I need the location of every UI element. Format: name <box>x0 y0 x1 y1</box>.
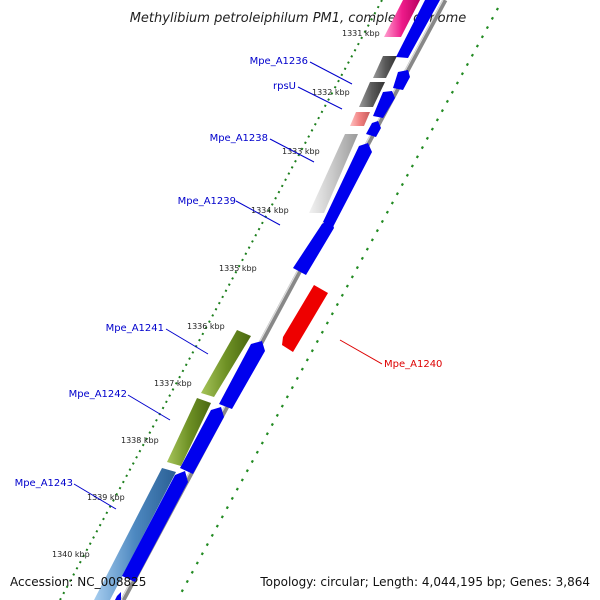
gene-label-Mpe_A1243[interactable]: Mpe_A1243 <box>15 478 73 489</box>
map-title: Methylibium petroleiphilum PM1, complete… <box>130 11 467 26</box>
tick-label: 1338 kbp <box>121 436 159 445</box>
tick-label: 1340 kbp <box>52 550 90 559</box>
tick-label: 1339 kbp <box>87 493 125 502</box>
tick-label: 1332 kbp <box>312 88 350 97</box>
gene-label-Mpe_A1240[interactable]: Mpe_A1240 <box>384 359 442 370</box>
tick-label: 1331 kbp <box>342 29 380 38</box>
tick-label: 1334 kbp <box>251 206 289 215</box>
position-axis <box>59 0 383 600</box>
gene-label-Mpe_A1242[interactable]: Mpe_A1242 <box>69 389 127 400</box>
cog-colored-genes <box>94 0 420 600</box>
gene-label-Mpe_A1241[interactable]: Mpe_A1241 <box>106 323 164 334</box>
reverse-cds-Mpe_A1240 <box>282 285 328 352</box>
forward-cds-track <box>115 0 440 600</box>
gene-labels: Mpe_A1236 rpsU Mpe_A1238 Mpe_A1239 Mpe_A… <box>15 56 443 489</box>
accession-text: Accession: NC_008825 <box>10 575 147 589</box>
tick-label: 1333 kbp <box>282 147 320 156</box>
tick-label: 1337 kbp <box>154 379 192 388</box>
gene-label-Mpe_A1238[interactable]: Mpe_A1238 <box>210 133 268 144</box>
gene-leader-lines <box>73 61 383 510</box>
gene-label-Mpe_A1239[interactable]: Mpe_A1239 <box>178 196 236 207</box>
tick-label: 1336 kbp <box>187 322 225 331</box>
gene-label-rpsU[interactable]: rpsU <box>273 81 296 92</box>
tick-label: 1335 kbp <box>219 264 257 273</box>
genome-summary-text: Topology: circular; Length: 4,044,195 bp… <box>260 575 590 589</box>
gene-label-Mpe_A1236[interactable]: Mpe_A1236 <box>250 56 308 67</box>
tick-labels: 1331 kbp 1332 kbp 1333 kbp 1334 kbp 1335… <box>52 29 380 559</box>
